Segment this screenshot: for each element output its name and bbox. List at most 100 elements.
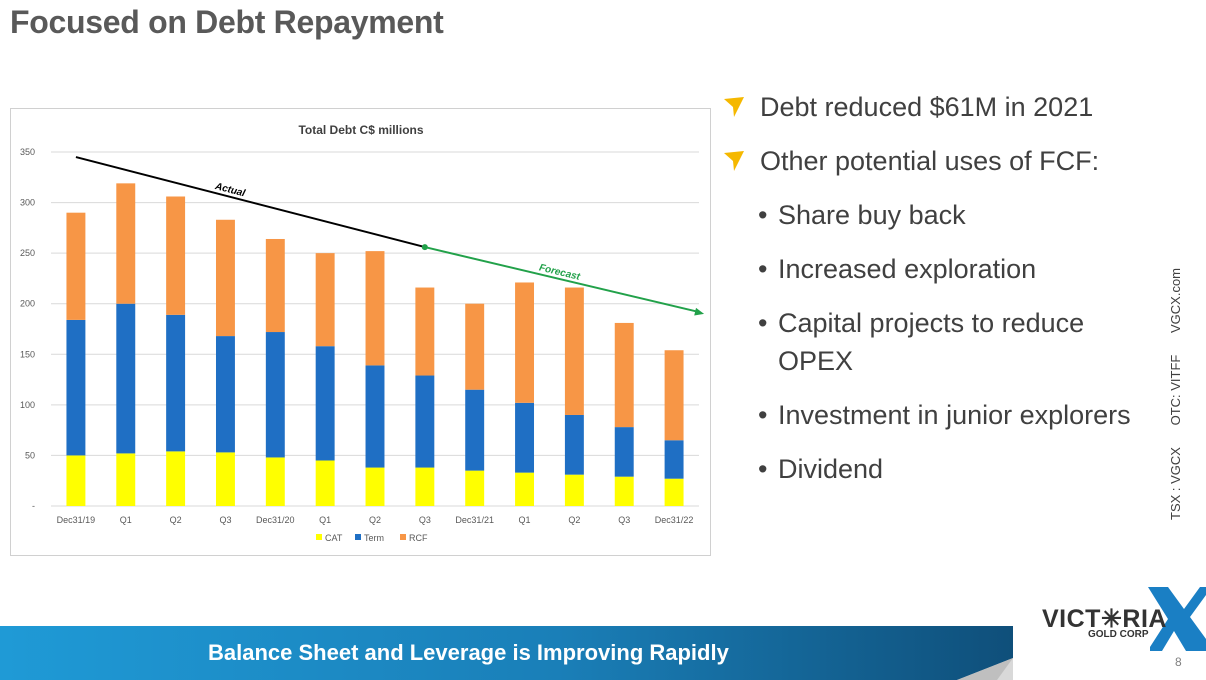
bar-term [614, 427, 634, 477]
forecast-trend-line [424, 246, 699, 313]
bullet-debt-reduced: Debt reduced $61M in 2021 [722, 88, 1152, 142]
sub-bullet-junior-explorers: • Investment in junior explorers [722, 396, 1152, 434]
bar-rcf [315, 253, 335, 347]
bar-cat [365, 467, 385, 506]
legend-swatch-cat [316, 534, 322, 540]
sub-bullet-share-buyback: • Share buy back [722, 196, 1152, 234]
logo-subtitle: GOLD CORP [1088, 629, 1149, 640]
bar-term [564, 414, 584, 475]
bar-rcf [365, 251, 385, 366]
bar-term [465, 389, 485, 471]
y-tick-label: 350 [20, 147, 35, 157]
bar-term [515, 402, 535, 473]
bar-cat [265, 457, 285, 506]
y-tick-label: - [32, 501, 35, 511]
legend-label-cat: CAT [325, 533, 343, 543]
bar-rcf [66, 212, 86, 320]
bullet-text: Other potential uses of FCF: [760, 146, 1100, 176]
bar-rcf [215, 219, 235, 337]
side-tickers: TSX : VGCX OTC: VITFF VGCX.com [1168, 250, 1183, 520]
bar-rcf [465, 303, 485, 390]
bar-term [215, 336, 235, 453]
debt-chart: Total Debt C$ millions Actual Forecast -5… [10, 108, 711, 556]
bullet-text: Debt reduced $61M in 2021 [760, 92, 1094, 122]
x-tick-label: Q2 [568, 515, 580, 525]
logo-x-icon [1148, 587, 1206, 651]
x-tick-label: Q1 [519, 515, 531, 525]
bar-rcf [515, 282, 535, 403]
legend-swatch-term [355, 534, 361, 540]
bullet-dot-icon: • [758, 200, 768, 230]
x-tick-label: Q3 [219, 515, 231, 525]
bar-rcf [265, 238, 285, 333]
website-link[interactable]: VGCX.com [1168, 267, 1183, 333]
footer-bar [0, 626, 1013, 680]
bar-cat [66, 455, 86, 506]
bar-cat [465, 470, 485, 506]
forecast-arrowhead [694, 307, 705, 316]
y-tick-label: 150 [20, 349, 35, 359]
bar-cat [515, 472, 535, 506]
x-tick-label: Q2 [369, 515, 381, 525]
page-corner-icon [957, 658, 1013, 680]
bar-term [315, 346, 335, 461]
logo-wordmark: VICT✳RIA [1042, 605, 1167, 633]
bar-rcf [564, 287, 584, 415]
bullet-dot-icon: • [758, 454, 768, 484]
x-tick-label: Dec31/22 [655, 515, 694, 525]
arrow-bullet-icon [724, 151, 744, 171]
x-tick-label: Q1 [319, 515, 331, 525]
x-tick-label: Q3 [419, 515, 431, 525]
footer-caption: Balance Sheet and Leverage is Improving … [208, 640, 729, 665]
sub-bullet-text: Share buy back [778, 200, 966, 230]
sub-bullet-dividend: • Dividend [722, 450, 1152, 488]
bar-rcf [664, 350, 684, 441]
bar-cat [564, 474, 584, 506]
bar-term [664, 440, 684, 479]
x-tick-label: Dec31/20 [256, 515, 295, 525]
sub-bullet-text: Investment in junior explorers [778, 400, 1131, 430]
bullet-dot-icon: • [758, 400, 768, 430]
x-tick-label: Dec31/19 [57, 515, 96, 525]
sub-bullet-exploration: • Increased exploration [722, 250, 1152, 288]
bar-cat [116, 453, 136, 506]
legend-label-rcf: RCF [409, 533, 428, 543]
bar-cat [315, 460, 335, 506]
sub-bullet-capital-projects: • Capital projects to reduce OPEX [722, 304, 1152, 380]
bar-cat [166, 451, 186, 506]
legend-label-term: Term [364, 533, 384, 543]
bar-term [166, 314, 186, 452]
x-tick-label: Dec31/21 [455, 515, 494, 525]
y-tick-label: 200 [20, 299, 35, 309]
chart-title: Total Debt C$ millions [298, 123, 423, 137]
sub-bullet-text: Capital projects to reduce OPEX [778, 308, 1085, 376]
bar-term [365, 365, 385, 468]
actual-trend-line [75, 156, 426, 249]
bar-term [415, 375, 435, 468]
bullet-fcf-uses: Other potential uses of FCF: [722, 142, 1152, 196]
y-tick-label: 300 [20, 198, 35, 208]
bar-term [116, 303, 136, 454]
sub-bullet-text: Dividend [778, 454, 884, 484]
bar-rcf [166, 196, 186, 315]
bar-term [66, 319, 86, 456]
page-number: 8 [1175, 655, 1182, 669]
bar-cat [215, 452, 235, 506]
slide-title: Focused on Debt Repayment [10, 4, 444, 40]
y-tick-label: 250 [20, 248, 35, 258]
bar-cat [614, 476, 634, 506]
bullet-dot-icon: • [758, 254, 768, 284]
bullet-list: Debt reduced $61M in 2021 Other potentia… [722, 88, 1152, 504]
trend-junction-point [421, 244, 428, 251]
x-tick-label: Q2 [170, 515, 182, 525]
sub-bullet-text: Increased exploration [778, 254, 1037, 284]
ticker-tsx: TSX : VGCX [1168, 447, 1183, 520]
bar-term [265, 332, 285, 458]
x-tick-label: Q1 [120, 515, 132, 525]
bar-rcf [614, 322, 634, 428]
bar-rcf [116, 183, 136, 304]
bar-cat [415, 467, 435, 506]
legend-swatch-rcf [400, 534, 406, 540]
bullet-dot-icon: • [758, 308, 768, 338]
bar-cat [664, 478, 684, 506]
